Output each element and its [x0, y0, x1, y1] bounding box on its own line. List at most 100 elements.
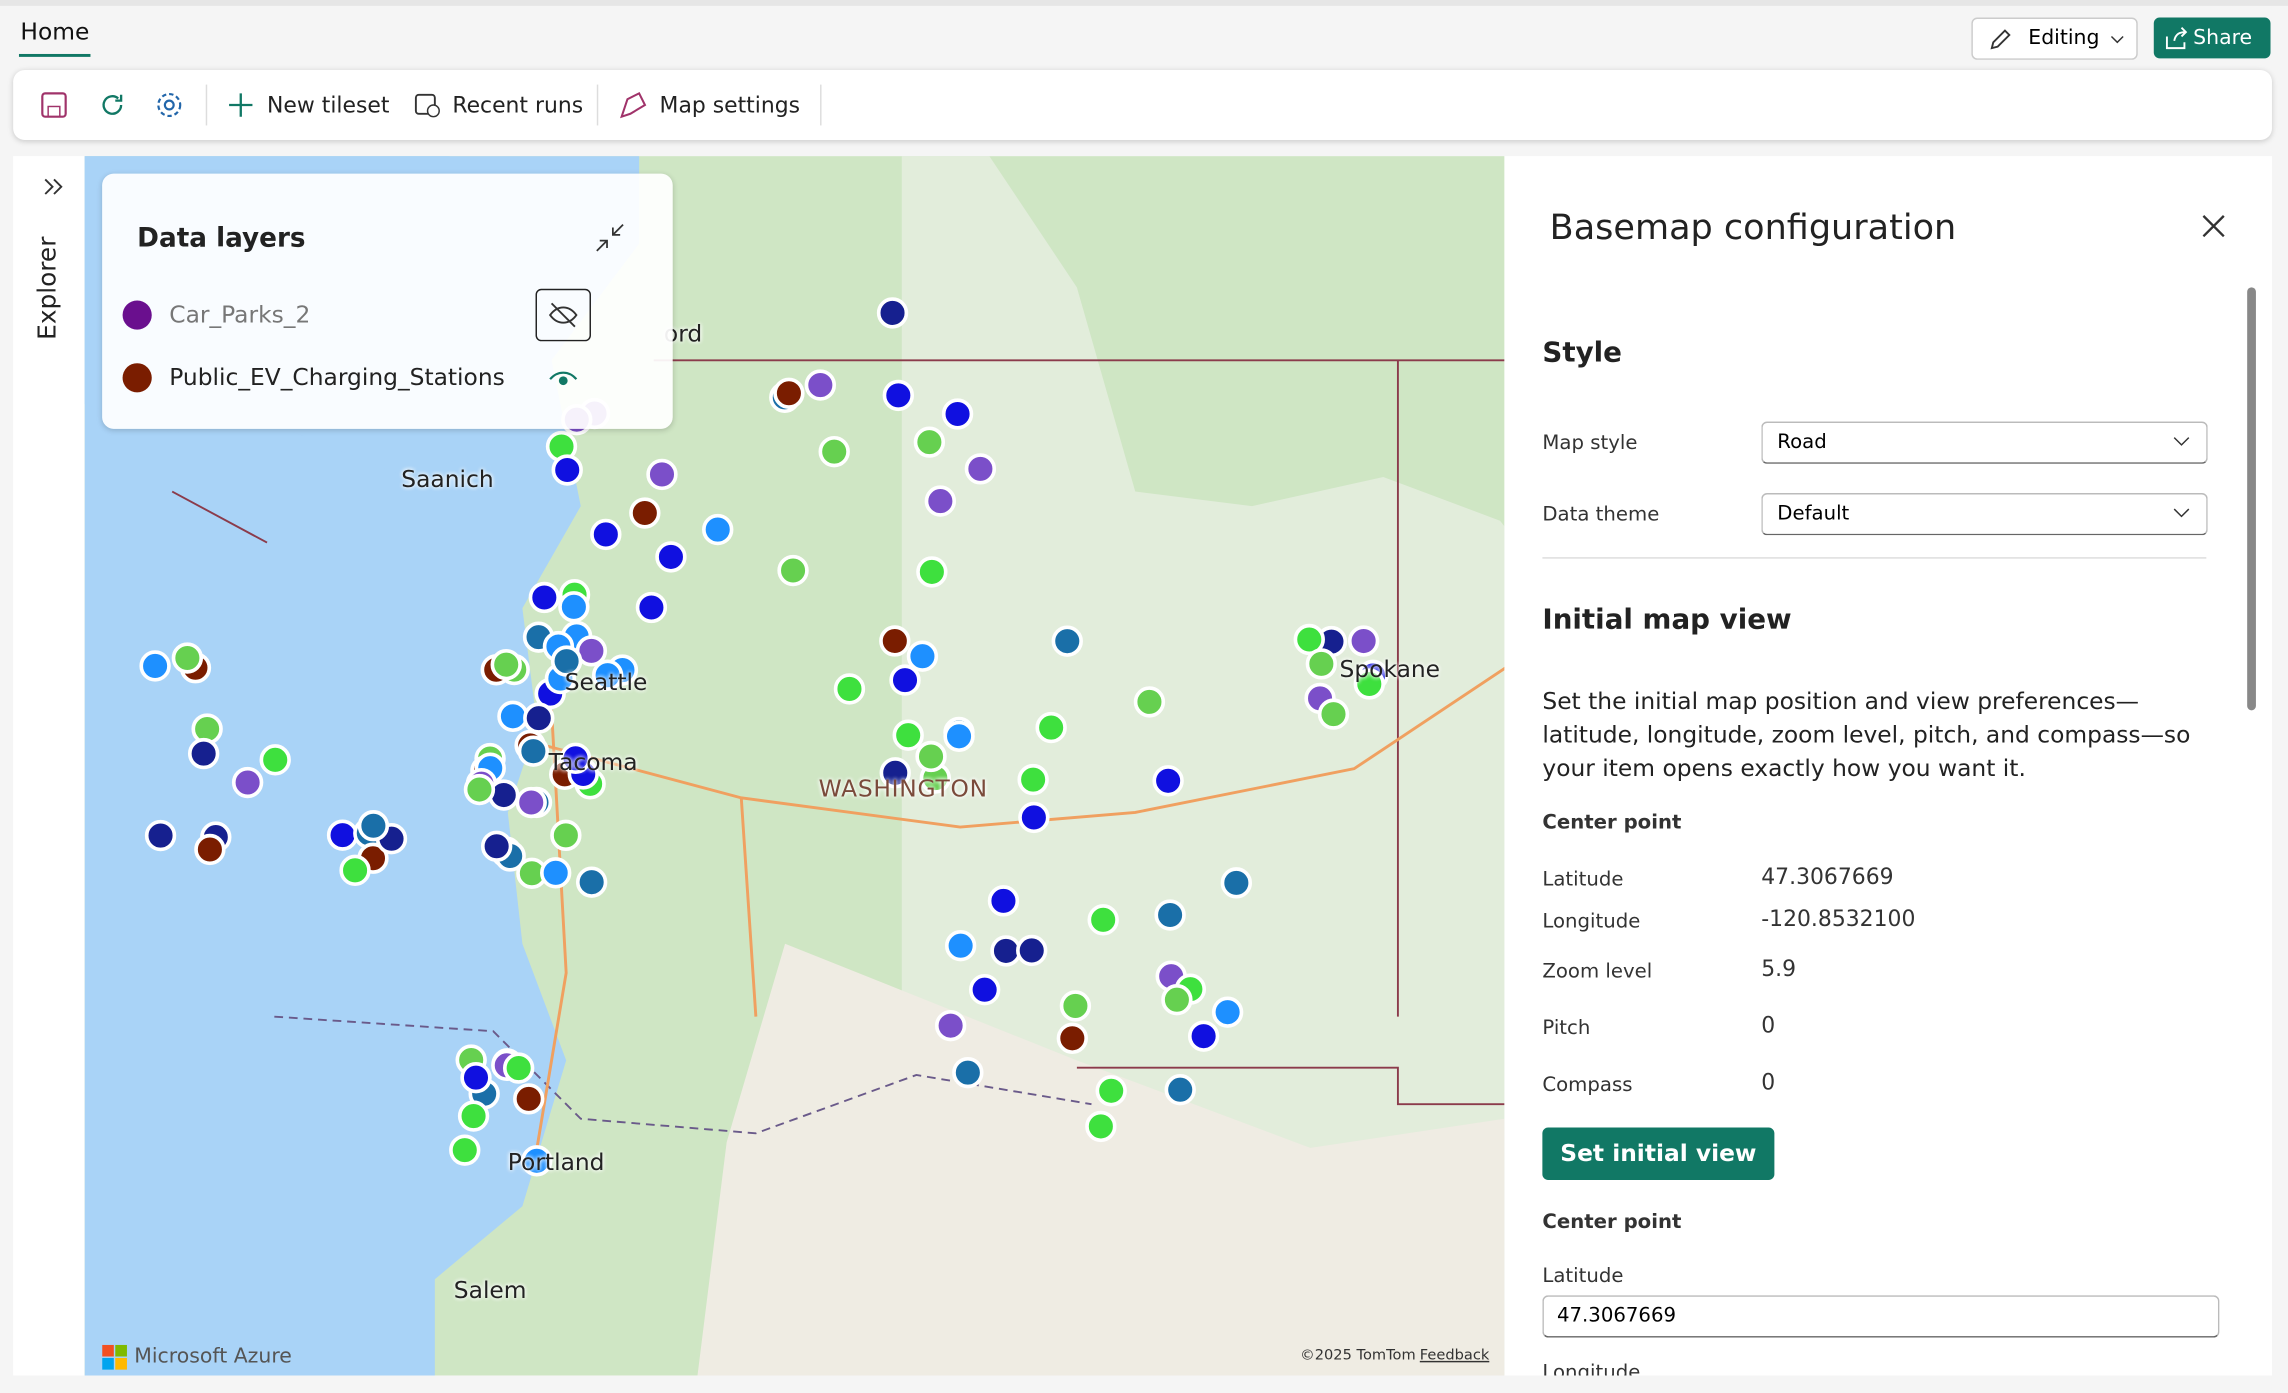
map-label: Portland — [507, 1147, 605, 1176]
divider — [820, 84, 822, 126]
map-marker — [1056, 1022, 1089, 1054]
map-label: Spokane — [1339, 654, 1441, 683]
map-style-select[interactable]: Road — [1761, 421, 2208, 464]
map-marker — [460, 1061, 492, 1094]
runs-icon — [414, 93, 440, 118]
map-marker — [804, 369, 837, 401]
collapse-icon[interactable] — [594, 222, 626, 254]
map-marker — [916, 556, 948, 588]
map-marker — [339, 854, 371, 886]
map-label: Tacoma — [548, 748, 638, 776]
map-marker — [139, 650, 171, 682]
map-marker — [876, 297, 909, 329]
recent-runs[interactable]: Recent runs — [452, 91, 584, 119]
map-marker — [1305, 648, 1338, 680]
plus-icon — [229, 93, 253, 117]
map-marker — [635, 591, 668, 624]
map-marker — [879, 757, 911, 789]
close-icon[interactable] — [2200, 213, 2226, 239]
map-marker — [944, 930, 977, 962]
data-theme-select[interactable]: Default — [1761, 493, 2208, 536]
field-value: -120.8532100 — [1761, 905, 1916, 933]
map-marker — [1017, 763, 1049, 796]
map-marker — [1317, 698, 1350, 730]
map-marker — [1087, 904, 1119, 936]
map-marker — [449, 1134, 481, 1166]
editing-button[interactable]: Editing — [1971, 17, 2138, 60]
map-marker — [1018, 801, 1050, 834]
center-point-heading: Center point — [1542, 1210, 1682, 1234]
map-label: WASHINGTON — [818, 774, 988, 803]
map-marker — [515, 786, 547, 819]
tab-underline — [18, 53, 91, 57]
map-marker — [906, 640, 939, 672]
brand: Microsoft Azure — [134, 1344, 292, 1369]
share-label: Share — [2193, 26, 2253, 50]
expand-icon[interactable] — [42, 176, 65, 196]
divider — [205, 84, 208, 126]
map-marker — [913, 426, 946, 458]
map-marker — [1035, 711, 1067, 744]
share-button[interactable]: Share — [2153, 17, 2271, 59]
center-point-heading: Center point — [1542, 810, 1682, 835]
map-marker — [480, 830, 513, 862]
map-marker — [521, 1145, 553, 1177]
map-marker — [490, 648, 522, 681]
divider — [596, 84, 599, 126]
separator — [1542, 557, 2207, 559]
map-settings[interactable]: Map settings — [659, 91, 801, 119]
map-marker — [915, 740, 947, 773]
eye-off-icon — [548, 302, 578, 328]
map-label: Salem — [453, 1276, 527, 1304]
map-marker — [818, 435, 850, 468]
data-theme-label: Data theme — [1542, 503, 1660, 527]
map-marker — [559, 742, 592, 774]
field-label: Longitude — [1542, 910, 1641, 934]
map-marker — [1347, 625, 1380, 657]
initial-heading: Initial map view — [1542, 603, 1792, 636]
set-view-button[interactable]: Set initial view — [1542, 1127, 1775, 1181]
chevron — [2173, 508, 2190, 518]
explorer-label[interactable]: Explorer — [33, 236, 63, 340]
map-marker — [591, 659, 624, 691]
layer-name: Public_EV_Charging_Stations — [169, 363, 505, 391]
map-marker — [777, 554, 809, 587]
hidden-toggle[interactable] — [535, 288, 591, 342]
data-theme-value: Default — [1777, 501, 1850, 526]
latitude-input[interactable]: 47.3067669 — [1542, 1295, 2220, 1338]
layer-swatch — [122, 300, 152, 330]
map-marker — [655, 541, 687, 573]
map-marker — [702, 513, 734, 546]
share-icon — [2165, 27, 2188, 50]
panel-title: Basemap configuration — [1549, 207, 1957, 248]
map-marker — [987, 885, 1020, 917]
map-marker — [517, 735, 550, 767]
save-icon[interactable] — [39, 90, 68, 119]
map-marker — [171, 642, 204, 674]
longitude-label: Longitude — [1542, 1360, 1641, 1376]
layer-name: Car_Parks_2 — [169, 300, 311, 329]
scrollbar[interactable] — [2247, 287, 2256, 711]
map-marker — [1187, 1020, 1220, 1052]
field-label: Latitude — [1542, 867, 1624, 892]
map-marker — [943, 720, 975, 752]
map-marker — [879, 625, 911, 657]
map-marker — [1293, 623, 1325, 656]
toolbar: New tileset Recent runs Map settings — [13, 70, 2272, 141]
map-marker — [457, 1100, 490, 1132]
feedback[interactable]: Feedback — [1419, 1347, 1490, 1364]
map-marker — [558, 591, 590, 623]
map[interactable] — [84, 156, 1505, 1376]
map-marker — [990, 935, 1022, 967]
new-tileset[interactable]: New tileset — [267, 91, 390, 119]
home-tab[interactable]: Home — [20, 17, 90, 46]
chevron — [2173, 437, 2190, 446]
settings-icon[interactable] — [155, 90, 184, 119]
map-label: Saanich — [401, 465, 494, 494]
eye-icon[interactable] — [547, 368, 579, 391]
basemap-panel: Basemap configuration Style Map style Da… — [1504, 156, 2272, 1376]
map-marker — [952, 1056, 984, 1089]
refresh-icon[interactable] — [98, 90, 127, 119]
map-marker — [1211, 996, 1244, 1028]
